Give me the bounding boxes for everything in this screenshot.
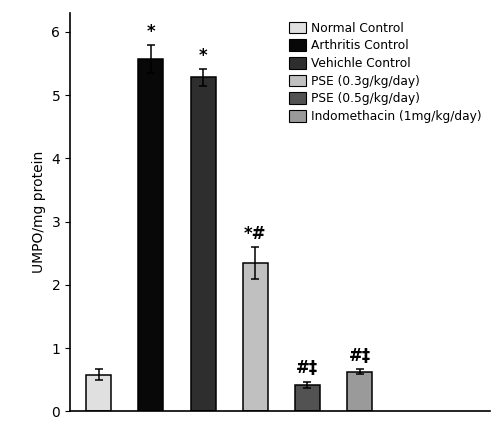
Bar (190, 78, 216, 411)
Text: *: * (146, 23, 155, 41)
Text: #‡: #‡ (348, 346, 370, 365)
Text: *: * (198, 47, 207, 65)
Legend: Normal Control, Arthritis Control, Vehichle Control, PSE (0.3g/kg/day), PSE (0.5: Normal Control, Arthritis Control, Vehic… (286, 19, 484, 125)
Text: *#: *# (244, 225, 266, 242)
Bar (242, 263, 268, 411)
Bar (295, 385, 320, 411)
Bar (347, 372, 372, 411)
Y-axis label: UMPO/mg protein: UMPO/mg protein (32, 151, 46, 273)
Text: #‡: #‡ (296, 359, 318, 377)
Bar (86, 375, 111, 411)
Bar (138, 59, 164, 411)
